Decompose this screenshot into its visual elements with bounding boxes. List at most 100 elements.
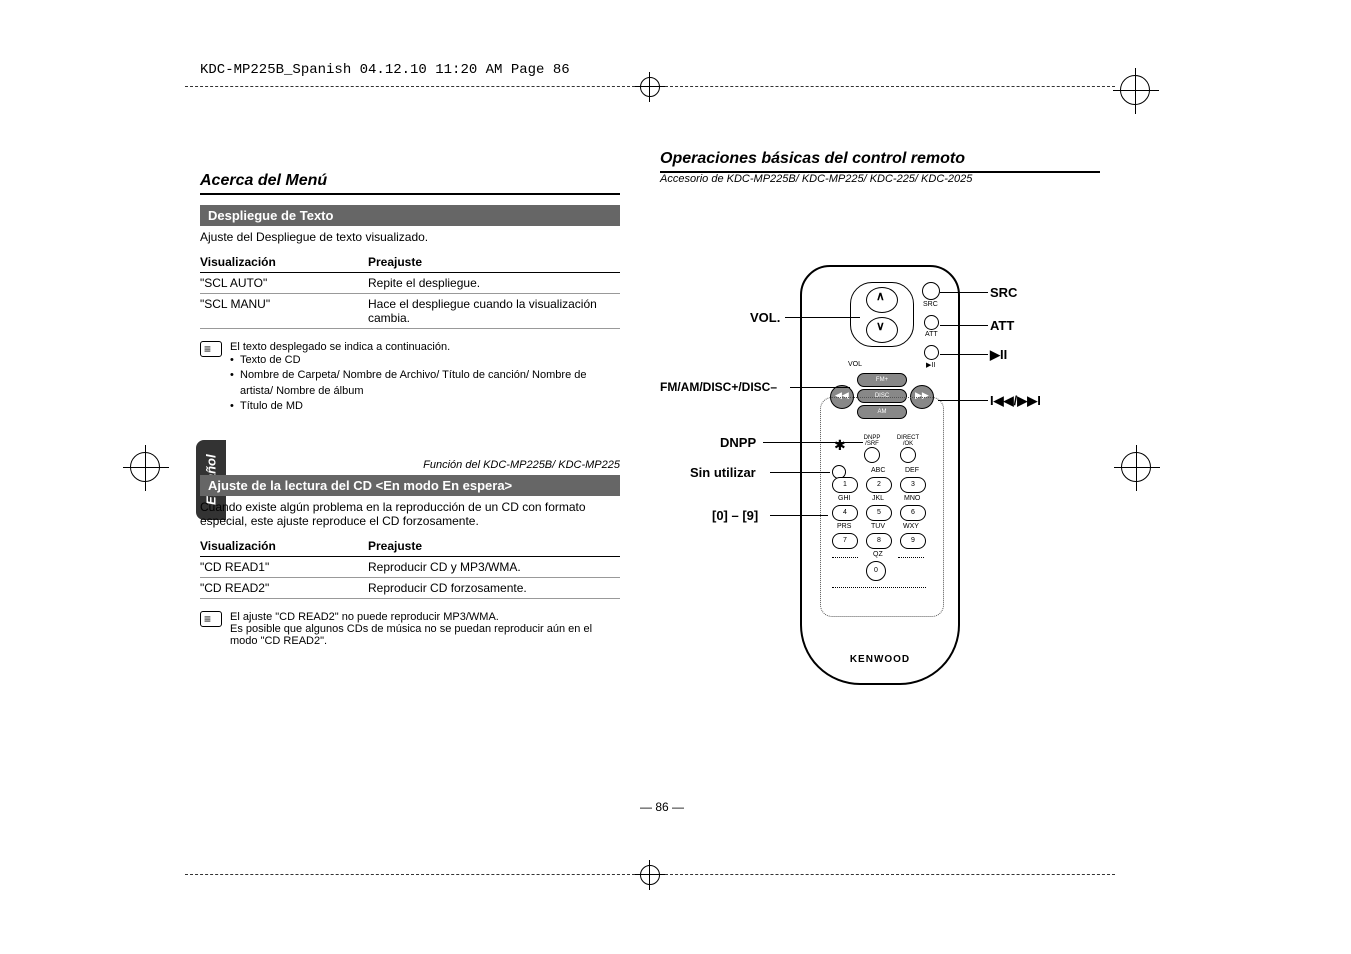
table-cell: Hace el despliegue cuando la visualizaci…	[368, 294, 620, 329]
label-fmam: FM/AM/DISC+/DISC–	[660, 380, 777, 394]
prs-label: PRS	[837, 523, 851, 530]
register-mark-right	[1121, 452, 1151, 482]
def-label: DEF	[905, 467, 919, 474]
key-7: 7	[832, 533, 858, 549]
function-label: Función del KDC-MP225B/ KDC-MP225	[200, 459, 620, 471]
crop-mark-top	[610, 82, 690, 102]
key-6: 6	[900, 505, 926, 521]
leader-line	[940, 292, 988, 293]
label-vol: VOL.	[750, 310, 780, 325]
direct-tiny: DIRECT /OK	[894, 435, 922, 447]
label-nums: [0] – [9]	[712, 508, 758, 523]
label-playpause: ▶II	[990, 347, 1007, 363]
table-cell: "CD READ2"	[200, 577, 368, 598]
section1-table: Visualización Preajuste "SCL AUTO" Repit…	[200, 252, 620, 329]
leader-line	[940, 325, 988, 326]
table-cell: Reproducir CD y MP3/WMA.	[368, 556, 620, 577]
chevron-down-icon: ∨	[876, 319, 885, 333]
crop-mark-bottom	[610, 870, 690, 890]
left-column: Acerca del Menú Despliegue de Texto Ajus…	[200, 150, 620, 745]
dotted-line	[898, 557, 924, 558]
label-sin: Sin utilizar	[690, 465, 756, 480]
print-header: KDC-MP225B_Spanish 04.12.10 11:20 AM Pag…	[200, 62, 570, 78]
key-4: 4	[832, 505, 858, 521]
remote-diagram: ∧ ∨ SRC ATT ▶II VOL FM+ DISC AM ◀◀ ▶▶	[660, 265, 1100, 745]
key-2: 2	[866, 477, 892, 493]
table-cell: Reproducir CD forzosamente.	[368, 577, 620, 598]
section1-note: El texto desplegado se indica a continua…	[200, 341, 620, 415]
leader-line	[763, 442, 863, 443]
tuv-label: TUV	[871, 523, 885, 530]
leader-line	[785, 317, 860, 318]
table-header: Preajuste	[368, 252, 620, 273]
section1-header: Despliegue de Texto	[200, 205, 620, 226]
key-5: 5	[866, 505, 892, 521]
chevron-up-icon: ∧	[876, 289, 885, 303]
dotted-line	[832, 587, 926, 588]
key-3: 3	[900, 477, 926, 493]
note-icon	[200, 611, 222, 627]
page-number: — 86 —	[640, 800, 684, 814]
wxy-label: WXY	[903, 523, 919, 530]
att-label: ATT	[925, 331, 938, 338]
dnpp-tiny: DNPP /SRF	[860, 435, 884, 447]
table-cell: "SCL MANU"	[200, 294, 368, 329]
table-cell: "SCL AUTO"	[200, 273, 368, 294]
note-icon	[200, 341, 222, 357]
dnpp-button	[864, 447, 880, 463]
label-att: ATT	[990, 318, 1014, 333]
src-label: SRC	[923, 301, 938, 308]
left-title: Acerca del Menú	[200, 172, 620, 195]
qz-label: QZ	[873, 551, 883, 558]
table-cell: "CD READ1"	[200, 556, 368, 577]
dotted-line	[832, 557, 858, 558]
jkl-label: JKL	[872, 495, 884, 502]
section2-intro: Cuando existe algún problema en la repro…	[200, 500, 620, 528]
leader-line	[770, 515, 828, 516]
mno-label: MNO	[904, 495, 920, 502]
section2-header: Ajuste de la lectura del CD <En modo En …	[200, 475, 620, 496]
pp-label: ▶II	[926, 361, 935, 369]
vol-label: VOL	[848, 361, 862, 368]
key-1: 1	[832, 477, 858, 493]
note-intro: El texto desplegado se indica a continua…	[230, 341, 620, 353]
brand-label: KENWOOD	[802, 654, 958, 665]
right-column: Operaciones básicas del control remoto A…	[660, 150, 1100, 745]
leader-line	[940, 354, 988, 355]
table-header: Visualización	[200, 536, 368, 557]
label-seek: I◀◀/▶▶I	[990, 393, 1041, 409]
note-item: Texto de CD	[230, 353, 620, 368]
table-header: Preajuste	[368, 536, 620, 557]
note-line: El ajuste "CD READ2" no puede reproducir…	[230, 611, 620, 623]
label-dnpp: DNPP	[720, 435, 756, 450]
note-item: Nombre de Carpeta/ Nombre de Archivo/ Tí…	[230, 368, 620, 399]
key-8: 8	[866, 533, 892, 549]
note-line: Es posible que algunos CDs de música no …	[230, 623, 620, 647]
key-0: 0	[866, 561, 886, 581]
section2-note: El ajuste "CD READ2" no puede reproducir…	[200, 611, 620, 647]
playpause-button	[924, 345, 939, 360]
table-header: Visualización	[200, 252, 368, 273]
ghi-label: GHI	[838, 495, 850, 502]
direct-button	[900, 447, 916, 463]
note-item: Título de MD	[230, 399, 620, 414]
fm-plus-button: FM+	[857, 373, 907, 387]
section1-intro: Ajuste del Despliegue de texto visualiza…	[200, 230, 620, 244]
leader-line	[790, 387, 850, 388]
page-content: Acerca del Menú Despliegue de Texto Ajus…	[200, 150, 1100, 745]
label-src: SRC	[990, 285, 1017, 300]
section2-table: Visualización Preajuste "CD READ1" Repro…	[200, 536, 620, 599]
key-9: 9	[900, 533, 926, 549]
abc-label: ABC	[871, 467, 885, 474]
leader-line	[770, 472, 830, 473]
leader-line	[938, 400, 988, 401]
register-mark-top-right	[1120, 75, 1150, 105]
register-mark-left	[130, 452, 160, 482]
remote-body: ∧ ∨ SRC ATT ▶II VOL FM+ DISC AM ◀◀ ▶▶	[800, 265, 960, 685]
table-cell: Repite el despliegue.	[368, 273, 620, 294]
src-button	[922, 282, 940, 300]
star-icon: ✱	[834, 437, 846, 454]
att-button	[924, 315, 939, 330]
right-subtitle: Accesorio de KDC-MP225B/ KDC-MP225/ KDC-…	[660, 173, 1100, 185]
right-title: Operaciones básicas del control remoto	[660, 150, 1100, 173]
